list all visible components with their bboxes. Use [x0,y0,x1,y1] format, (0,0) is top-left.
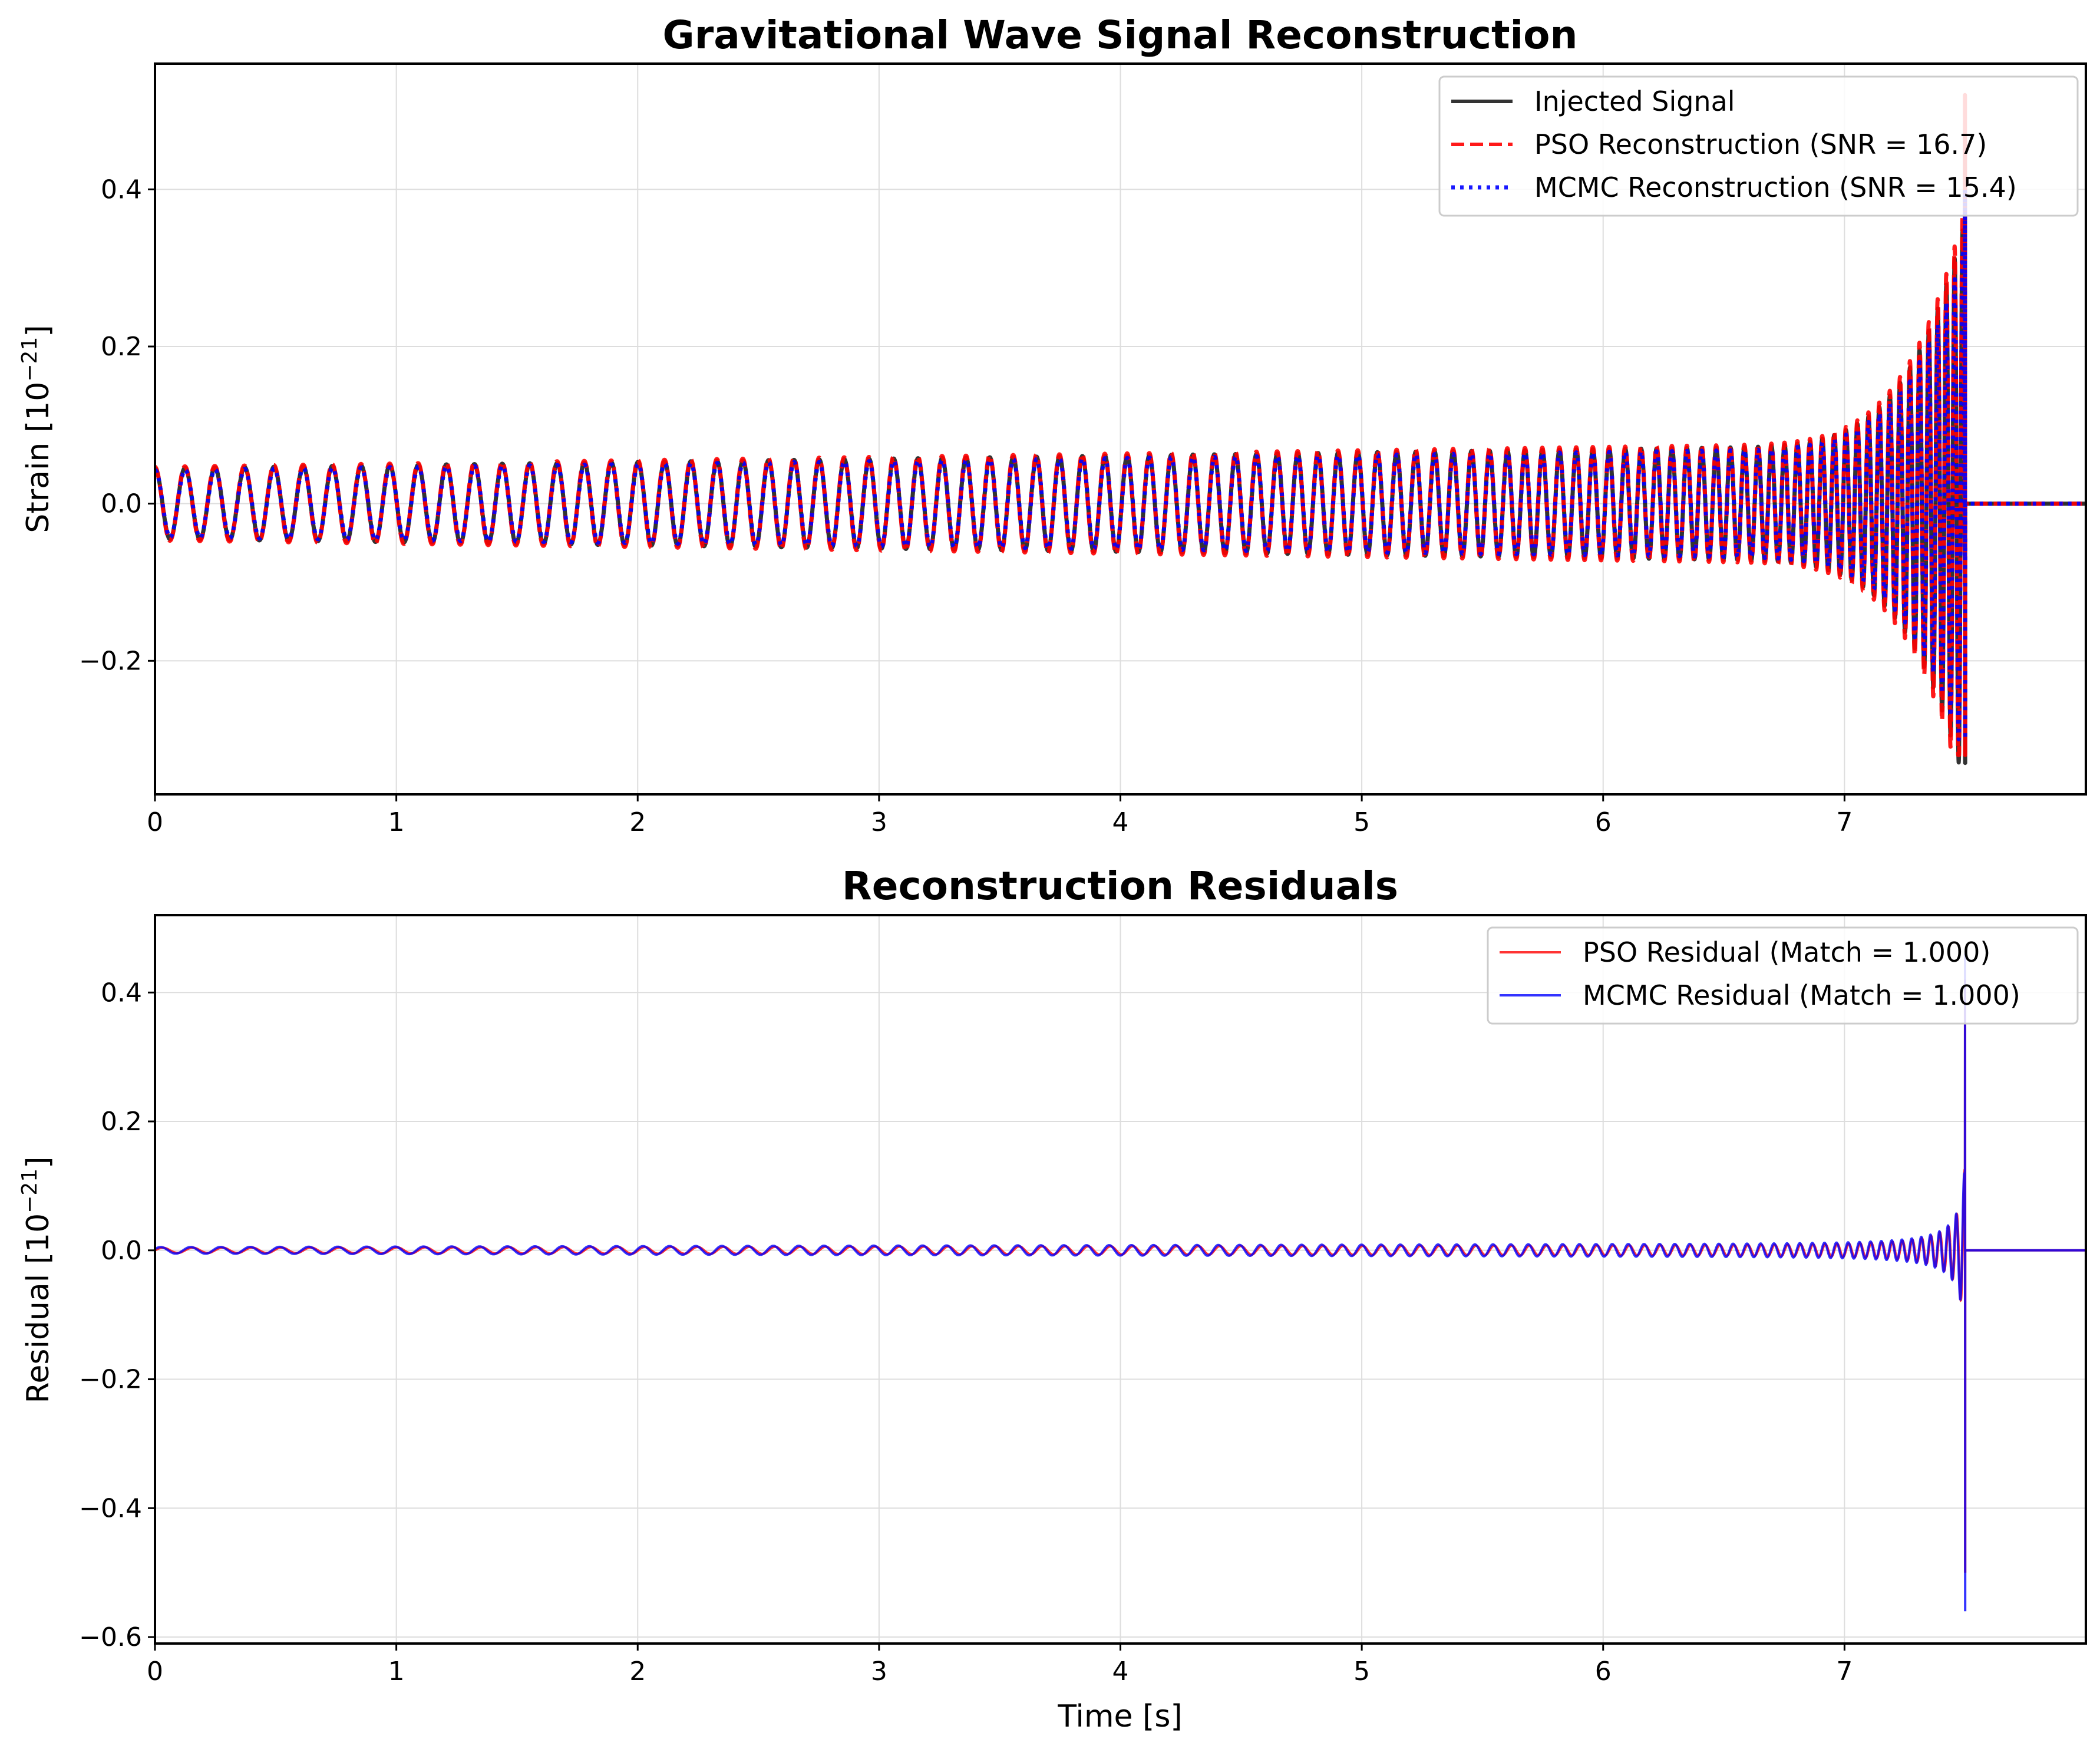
legend-label-mcmc: MCMC Reconstruction (SNR = 15.4) [1534,171,2017,203]
x-tick-label: 7 [1836,1656,1853,1687]
y-tick-label: 0.2 [101,332,142,362]
strain-legend: Injected Signal PSO Reconstruction (SNR … [1438,75,2079,217]
y-tick-label: 0.2 [101,1107,142,1137]
x-tick-label: 3 [871,807,887,837]
strain-ticks: 0 1 2 3 4 5 6 7 −0.2 0.0 0.2 0.4 [79,174,1853,837]
residual-legend: PSO Residual (Match = 1.000) MCMC Residu… [1487,926,2079,1025]
mcmc-residual-line [155,953,2086,1612]
legend-label-pso-residual: PSO Residual (Match = 1.000) [1583,936,1990,968]
residual-x-axis-label: Time [s] [1057,1699,1182,1734]
x-tick-label: 6 [1595,807,1612,837]
x-tick-label: 0 [147,1656,163,1687]
strain-legend-box [1438,75,2079,217]
legend-label-injected: Injected Signal [1534,85,1735,117]
residual-ticks: 0 1 2 3 4 5 6 7 −0.6 −0.4 −0.2 0.0 0.2 0.4 [79,978,1853,1687]
strain-series-group [155,93,2086,765]
y-tick-label: −0.4 [79,1493,142,1523]
y-tick-label: −0.2 [79,1365,142,1395]
y-tick-label: 0.0 [101,1236,142,1266]
x-tick-label: 1 [388,1656,405,1687]
x-tick-label: 5 [1353,807,1370,837]
legend-label-pso: PSO Reconstruction (SNR = 16.7) [1534,128,1987,160]
x-tick-label: 5 [1353,1656,1370,1687]
residual-panel: Reconstruction Residuals 0 1 2 3 4 5 6 7 −0.6 −0.… [18,863,2087,1734]
x-tick-label: 2 [629,807,646,837]
y-tick-label: 0.4 [101,174,142,204]
residual-legend-box [1487,926,2079,1025]
legend-label-mcmc-residual: MCMC Residual (Match = 1.000) [1583,979,2020,1011]
residual-chart-title: Reconstruction Residuals [842,863,1398,909]
y-tick-label: −0.2 [79,646,142,676]
x-tick-label: 4 [1112,807,1129,837]
x-tick-label: 3 [871,1656,887,1687]
x-tick-label: 6 [1595,1656,1612,1687]
x-tick-label: 4 [1112,1656,1129,1687]
strain-chart-title: Gravitational Wave Signal Reconstruction [663,12,1578,58]
y-tick-label: 0.4 [101,978,142,1008]
x-tick-label: 0 [147,807,163,837]
residual-y-axis-label: Residual [10−21] [18,1157,56,1404]
x-tick-label: 1 [388,807,405,837]
y-tick-label: −0.6 [79,1622,142,1652]
y-tick-label: 0.0 [101,489,142,519]
x-tick-label: 7 [1836,807,1853,837]
x-tick-label: 2 [629,1656,646,1687]
strain-panel: Gravitational Wave Signal Reconstruction… [18,12,2087,837]
strain-y-axis-label: Strain [10−21] [18,325,56,533]
residual-series-group [155,953,2086,1612]
